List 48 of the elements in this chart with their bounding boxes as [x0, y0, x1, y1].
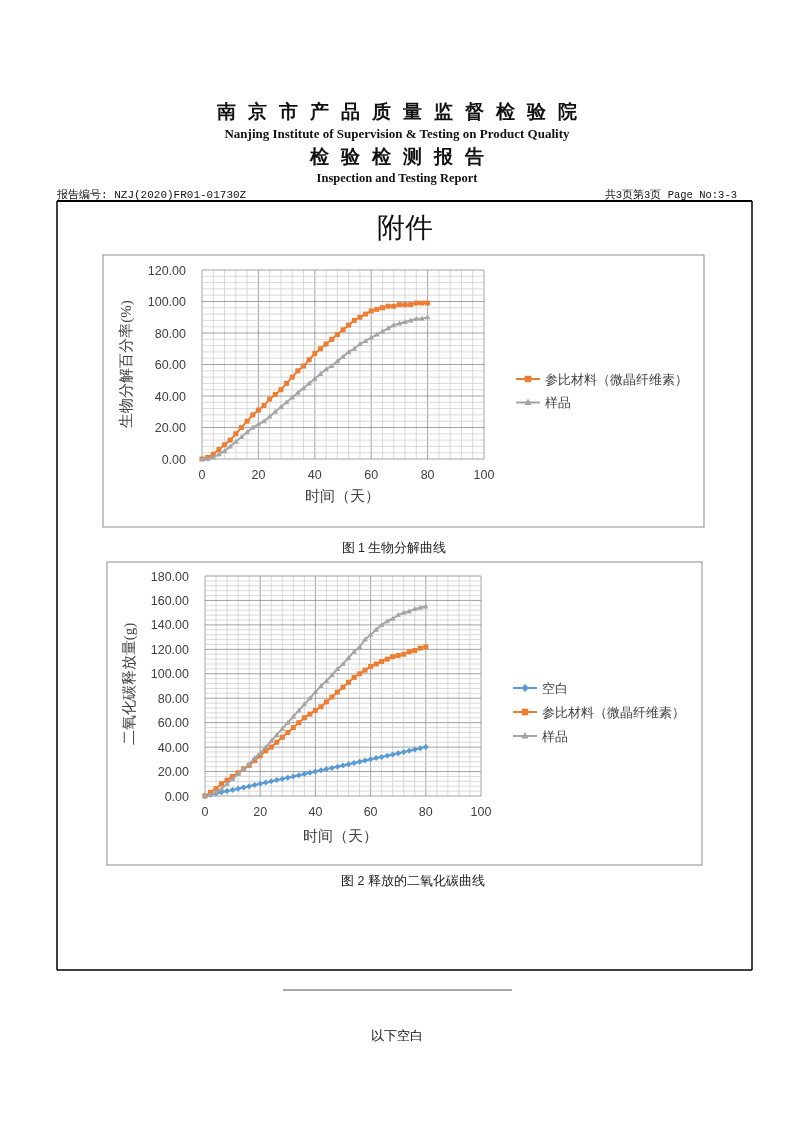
x-tick-label: 100 [473, 468, 495, 482]
x-tick-label: 0 [201, 805, 209, 819]
y-tick-label: 80.00 [157, 691, 190, 706]
y-tick-label: 60.00 [157, 716, 190, 731]
x-tick-label: 20 [253, 805, 268, 819]
y-tick-label: 120.00 [150, 642, 190, 657]
x-tick-label: 80 [418, 805, 433, 819]
legend-label: 样品 [545, 396, 571, 410]
y-tick-label: 0.00 [164, 789, 190, 804]
y-tick-label: 60.00 [154, 358, 187, 372]
x-tick-label: 60 [363, 805, 378, 819]
text: 报告编号: NZJ(2020)FR01-01730Z [56, 188, 247, 201]
text: 图 1 生物分解曲线 [341, 541, 447, 555]
x-tick-label: 40 [308, 805, 323, 819]
y-tick-label: 80.00 [154, 326, 187, 341]
text: 以下空白 [371, 1028, 423, 1043]
y-tick-label: 20.00 [157, 765, 190, 780]
y-tick-label: 120.00 [147, 263, 187, 278]
text: Nanjing Institute of Supervision & Testing on Product Quality [224, 126, 571, 141]
y-tick-label: 20.00 [154, 421, 187, 435]
y-axis-title: 二氧化碳释放量(g) [121, 622, 138, 746]
y-tick-label: 100.00 [150, 667, 190, 682]
y-tick-label: 160.00 [150, 593, 190, 608]
y-tick-label: 140.00 [150, 618, 190, 633]
x-tick-label: 80 [420, 468, 435, 482]
text: 南京市产品质量监督检验院 [216, 101, 589, 122]
legend-label: 参比材料（微晶纤维素） [545, 372, 688, 387]
text: 检验检测报告 [309, 146, 496, 167]
x-axis-title: 时间（天） [302, 828, 378, 844]
text: Inspection and Testing Report [316, 171, 479, 185]
legend-label: 参比材料（微晶纤维素） [542, 705, 685, 720]
y-tick-label: 0.00 [161, 452, 187, 467]
y-tick-label: 40.00 [157, 740, 190, 755]
x-tick-label: 0 [198, 468, 206, 482]
x-axis-title: 时间（天） [304, 488, 380, 504]
legend-label: 样品 [542, 729, 568, 744]
text: 附件 [377, 212, 433, 243]
x-tick-label: 60 [364, 468, 379, 482]
y-tick-label: 100.00 [147, 295, 187, 309]
y-tick-label: 40.00 [154, 389, 187, 404]
legend-label: 空白 [542, 681, 568, 696]
x-tick-label: 20 [251, 468, 266, 482]
text: 共3页第3页 Page No:3-3 [604, 188, 737, 201]
y-axis-title: 生物分解百分率(%) [118, 300, 135, 428]
x-tick-label: 40 [307, 468, 322, 482]
y-tick-label: 180.00 [150, 569, 190, 584]
x-tick-label: 100 [470, 805, 492, 819]
text: 图 2 释放的二氧化碳曲线 [341, 874, 485, 888]
